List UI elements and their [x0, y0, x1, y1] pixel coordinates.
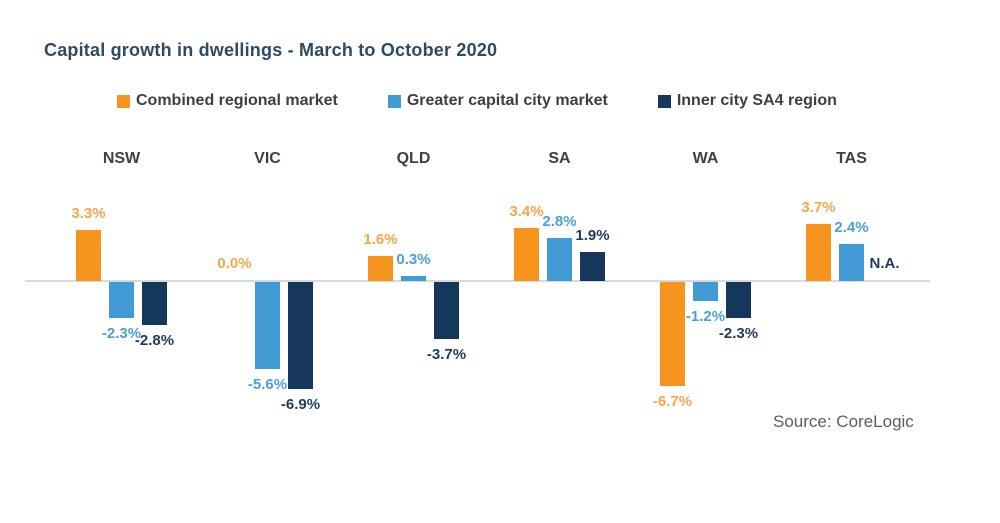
legend-label-greater-capital-city: Greater capital city market [406, 92, 608, 109]
category-label-tas: TAS [836, 150, 867, 167]
value-label-wa-regional: -6.7% [652, 393, 693, 410]
bar-vic-capital-city [255, 282, 280, 369]
value-label-wa-capital-city: -1.2% [685, 308, 726, 325]
value-label-tas-regional: 3.7% [801, 199, 836, 216]
value-label-tas-capital-city: 2.4% [834, 219, 869, 236]
bar-sa-inner-city [580, 252, 605, 281]
bar-wa-inner-city [726, 282, 751, 318]
chart-title: Capital growth in dwellings - March to O… [44, 40, 498, 60]
bar-nsw-inner-city [142, 282, 167, 325]
value-label-nsw-inner-city: -2.8% [134, 332, 175, 349]
bar-wa-regional [660, 282, 685, 386]
category-label-nsw: NSW [102, 150, 141, 167]
value-label-qld-inner-city: -3.7% [426, 346, 467, 363]
value-label-sa-regional: 3.4% [509, 203, 544, 220]
legend-item-greater-capital-city: Greater capital city market [387, 92, 608, 110]
zero-axis-line [25, 280, 930, 282]
value-label-qld-regional: 1.6% [363, 231, 398, 248]
bar-qld-capital-city [401, 276, 426, 281]
bar-vic-inner-city [288, 282, 313, 389]
value-label-vic-inner-city: -6.9% [280, 396, 321, 413]
value-label-vic-regional: 0.0% [217, 255, 252, 272]
legend: Combined regional market Greater capital… [117, 92, 837, 110]
bar-tas-capital-city [839, 244, 864, 281]
legend-label-inner-city-sa4: Inner city SA4 region [676, 92, 837, 109]
category-label-wa: WA [692, 150, 719, 167]
legend-item-combined-regional: Combined regional market [117, 92, 338, 110]
value-label-vic-capital-city: -5.6% [247, 376, 288, 393]
bar-sa-capital-city [547, 238, 572, 281]
bar-qld-regional [368, 256, 393, 281]
value-label-sa-inner-city: 1.9% [575, 227, 610, 244]
category-label-sa: SA [548, 150, 571, 167]
value-label-nsw-capital-city: -2.3% [101, 325, 142, 342]
category-label-qld: QLD [396, 150, 431, 167]
source-caption: Source: CoreLogic [773, 412, 914, 431]
legend-swatch-greater-capital-city [387, 94, 401, 108]
legend-label-combined-regional: Combined regional market [136, 92, 338, 109]
value-label-wa-inner-city: -2.3% [718, 325, 759, 342]
value-label-tas-inner-city: N.A. [869, 255, 900, 272]
bar-sa-regional [514, 228, 539, 281]
bar-nsw-regional [76, 230, 101, 281]
category-label-vic: VIC [254, 150, 281, 167]
value-label-qld-capital-city: 0.3% [396, 251, 431, 268]
bar-qld-inner-city [434, 282, 459, 339]
legend-swatch-inner-city-sa4 [657, 94, 671, 108]
legend-item-inner-city-sa4: Inner city SA4 region [657, 92, 837, 110]
legend-swatch-combined-regional [117, 94, 130, 108]
bar-wa-capital-city [693, 282, 718, 301]
value-label-nsw-regional: 3.3% [71, 205, 106, 222]
bar-tas-regional [806, 224, 831, 281]
value-label-sa-capital-city: 2.8% [542, 213, 577, 230]
bar-nsw-capital-city [109, 282, 134, 318]
